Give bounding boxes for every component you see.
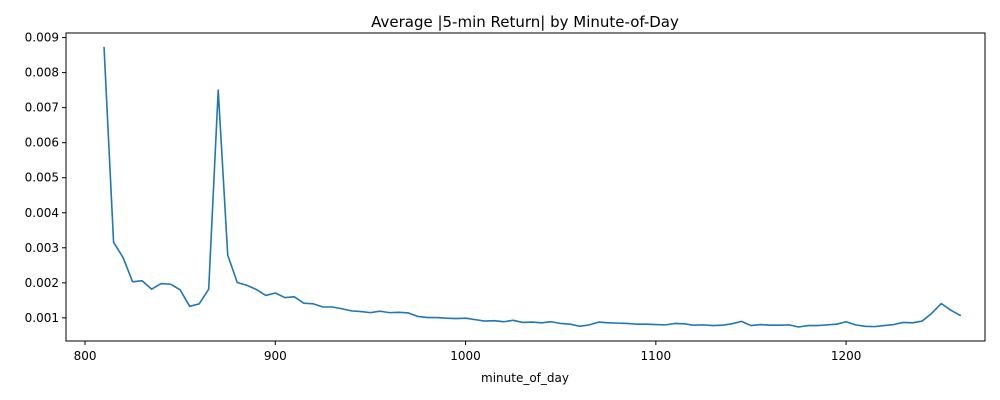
series-line <box>103 46 962 328</box>
x-axis-label: minute_of_day <box>481 371 569 385</box>
x-tick-label: 1100 <box>641 349 672 363</box>
y-tick-label: 0.005 <box>25 171 59 185</box>
plot-frame <box>65 32 986 342</box>
y-tick-label: 0.002 <box>25 276 59 290</box>
y-tick-label: 0.008 <box>25 66 59 80</box>
y-tick-label: 0.009 <box>25 31 59 45</box>
y-tick-label: 0.006 <box>25 136 59 150</box>
chart-title: Average |5-min Return| by Minute-of-Day <box>371 13 679 31</box>
y-tick-label: 0.003 <box>25 241 59 255</box>
y-tick-label: 0.004 <box>25 206 59 220</box>
x-tick-label: 1200 <box>831 349 862 363</box>
x-tick-label: 800 <box>74 349 97 363</box>
y-tick-label: 0.001 <box>25 311 59 325</box>
axis-ticks: 800 900 1000 1100 1200 0.001 0.002 0.003 0.004 0.… <box>25 31 862 363</box>
y-tick-label: 0.007 <box>25 101 59 115</box>
x-tick-label: 900 <box>264 349 287 363</box>
x-tick-label: 1000 <box>450 349 481 363</box>
plot-area <box>103 46 962 328</box>
